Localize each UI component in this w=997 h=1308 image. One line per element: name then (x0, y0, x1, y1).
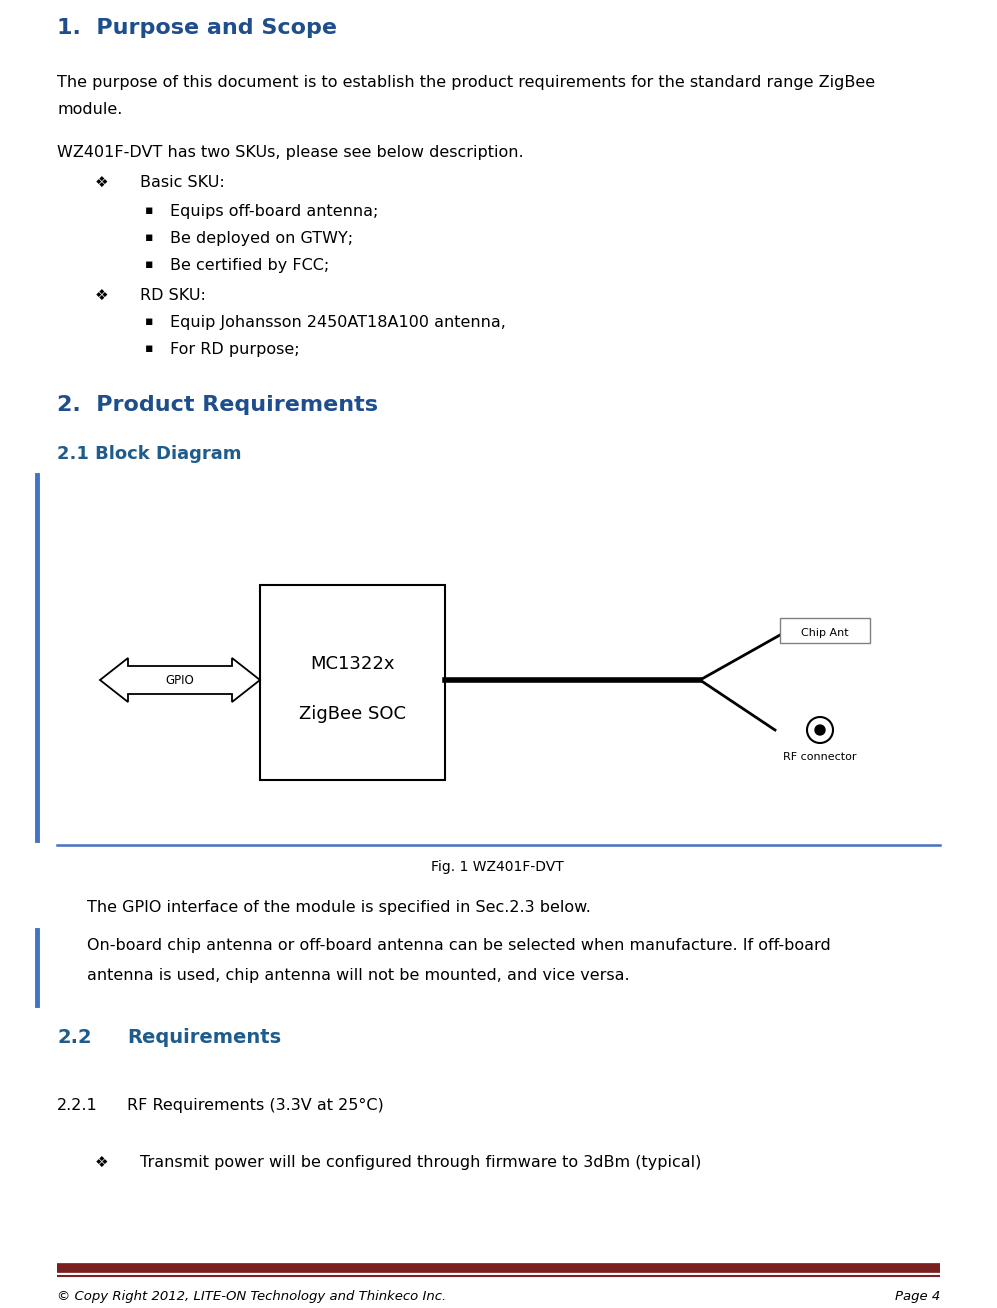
Bar (260, 585, 445, 780)
Text: MC1322x: MC1322x (310, 655, 395, 674)
Text: 2.2: 2.2 (57, 1028, 92, 1046)
Text: The purpose of this document is to establish the product requirements for the st: The purpose of this document is to estab… (57, 75, 875, 90)
Text: ▪: ▪ (145, 315, 154, 328)
Text: ❖: ❖ (95, 175, 109, 190)
Text: antenna is used, chip antenna will not be mounted, and vice versa.: antenna is used, chip antenna will not b… (87, 968, 630, 984)
Text: Chip Ant: Chip Ant (802, 628, 848, 637)
Circle shape (815, 725, 825, 735)
Text: Fig. 1 WZ401F-DVT: Fig. 1 WZ401F-DVT (431, 859, 563, 874)
Text: 1.  Purpose and Scope: 1. Purpose and Scope (57, 18, 337, 38)
Text: Equips off-board antenna;: Equips off-board antenna; (170, 204, 379, 218)
Text: Basic SKU:: Basic SKU: (140, 175, 224, 190)
Text: © Copy Right 2012, LITE-ON Technology and Thinkeco Inc.: © Copy Right 2012, LITE-ON Technology an… (57, 1290, 447, 1303)
Text: For RD purpose;: For RD purpose; (170, 341, 300, 357)
Text: GPIO: GPIO (166, 674, 194, 687)
Circle shape (807, 717, 833, 743)
Text: ZigBee SOC: ZigBee SOC (299, 705, 406, 723)
Text: ▪: ▪ (145, 341, 154, 354)
Text: Page 4: Page 4 (894, 1290, 940, 1303)
Text: The GPIO interface of the module is specified in Sec.2.3 below.: The GPIO interface of the module is spec… (87, 900, 591, 916)
Text: Transmit power will be configured through firmware to 3dBm (typical): Transmit power will be configured throug… (140, 1155, 701, 1169)
Bar (780, 617, 870, 644)
Text: Equip Johansson 2450AT18A100 antenna,: Equip Johansson 2450AT18A100 antenna, (170, 315, 505, 330)
Text: RD SKU:: RD SKU: (140, 288, 205, 303)
Text: ❖: ❖ (95, 1155, 109, 1169)
Text: Be certified by FCC;: Be certified by FCC; (170, 258, 329, 273)
Text: RF connector: RF connector (784, 752, 856, 763)
Text: ❖: ❖ (95, 288, 109, 303)
Text: 2.1 Block Diagram: 2.1 Block Diagram (57, 445, 241, 463)
Text: Be deployed on GTWY;: Be deployed on GTWY; (170, 232, 353, 246)
Text: 2.  Product Requirements: 2. Product Requirements (57, 395, 378, 415)
Text: WZ401F-DVT has two SKUs, please see below description.: WZ401F-DVT has two SKUs, please see belo… (57, 145, 523, 160)
Text: module.: module. (57, 102, 123, 116)
Text: ▪: ▪ (145, 204, 154, 217)
Text: RF Requirements (3.3V at 25°C): RF Requirements (3.3V at 25°C) (127, 1097, 384, 1113)
Text: ▪: ▪ (145, 258, 154, 271)
Polygon shape (100, 658, 260, 702)
Text: Requirements: Requirements (127, 1028, 281, 1046)
Text: On-board chip antenna or off-board antenna can be selected when manufacture. If : On-board chip antenna or off-board anten… (87, 938, 831, 954)
Text: 2.2.1: 2.2.1 (57, 1097, 98, 1113)
Text: ▪: ▪ (145, 232, 154, 245)
